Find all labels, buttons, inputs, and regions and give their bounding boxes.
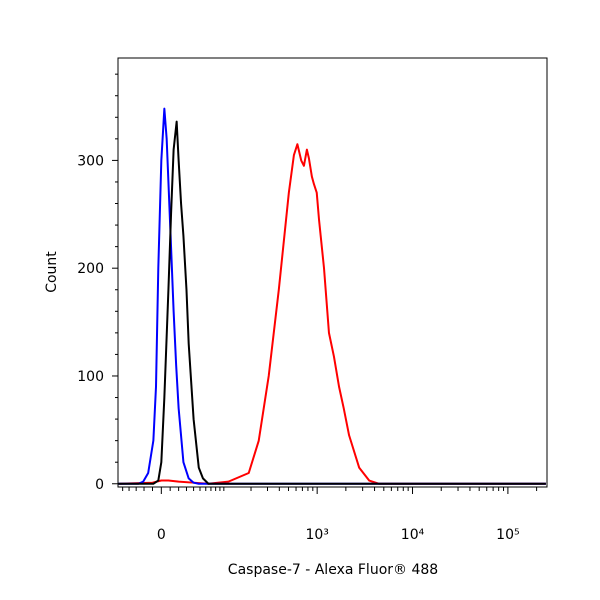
x-tick-label: 10³ xyxy=(305,527,328,543)
y-tick-label: 200 xyxy=(77,261,104,277)
y-tick-label: 300 xyxy=(77,153,104,169)
plot-frame xyxy=(117,57,548,488)
x-tick-label: 10⁵ xyxy=(496,527,519,543)
y-tick-label: 100 xyxy=(77,369,104,385)
histogram-line xyxy=(118,107,546,485)
y-axis-label: Count xyxy=(44,251,60,293)
histogram-line xyxy=(119,143,546,485)
y-tick-label: 0 xyxy=(95,477,104,493)
x-axis-label: Caspase-7 - Alexa Fluor® 488 xyxy=(228,562,438,578)
x-tick-label: 10⁴ xyxy=(401,527,425,543)
histogram-line xyxy=(118,120,546,485)
x-tick-label: 0 xyxy=(157,527,166,543)
